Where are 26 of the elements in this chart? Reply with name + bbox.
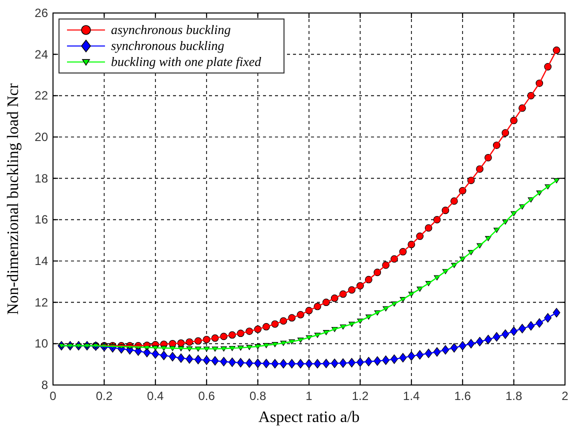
y-axis-title: Non-dimenzional buckling load Ncr bbox=[5, 82, 22, 315]
y-tick-label: 26 bbox=[34, 6, 48, 20]
x-axis-title: Aspect ratio a/b bbox=[258, 409, 360, 426]
x-tick-label: 0.6 bbox=[198, 389, 216, 403]
x-tick-label: 1.2 bbox=[352, 389, 369, 403]
y-tick-label: 14 bbox=[34, 254, 48, 268]
x-tick-label: 2 bbox=[562, 389, 569, 403]
x-tick-label: 1.4 bbox=[403, 389, 420, 403]
y-tick-label: 20 bbox=[34, 130, 48, 144]
y-tick-label: 10 bbox=[34, 336, 48, 351]
x-tick-label: 0.2 bbox=[96, 389, 113, 403]
y-tick-label: 18 bbox=[34, 171, 48, 186]
x-tick-label: 1.6 bbox=[454, 389, 472, 403]
y-tick-label: 22 bbox=[34, 88, 48, 103]
legend-label: buckling with one plate fixed bbox=[111, 54, 262, 69]
x-tick-label: 0.4 bbox=[147, 389, 164, 403]
x-tick-label: 0.8 bbox=[249, 389, 266, 403]
legend-label: synchronous buckling bbox=[111, 38, 225, 53]
legend-label: asynchronous buckling bbox=[111, 22, 232, 37]
x-tick-label: 1.8 bbox=[505, 389, 522, 403]
x-tick-label: 0 bbox=[50, 389, 57, 403]
y-tick-label: 12 bbox=[34, 295, 48, 310]
y-tick-label: 8 bbox=[41, 378, 48, 392]
y-tick-label: 16 bbox=[34, 212, 48, 227]
x-tick-label: 1 bbox=[306, 389, 313, 403]
y-tick-label: 24 bbox=[34, 47, 48, 62]
